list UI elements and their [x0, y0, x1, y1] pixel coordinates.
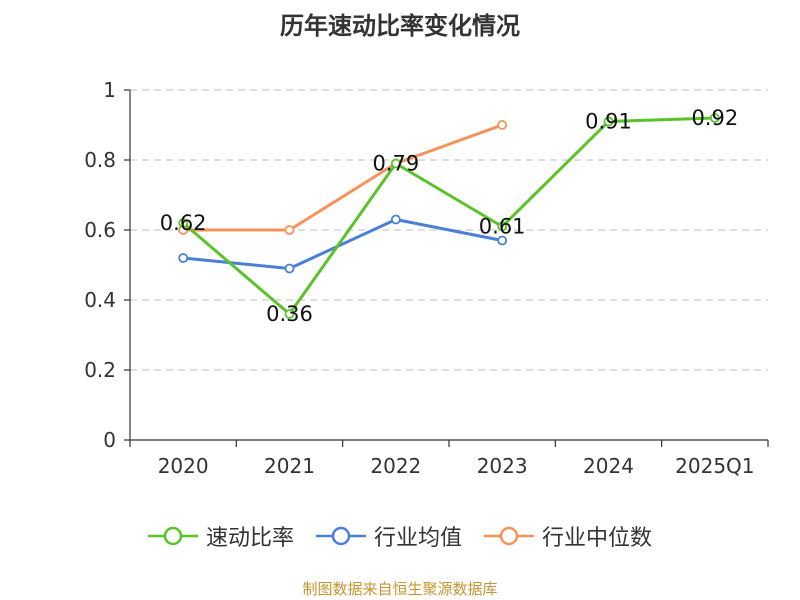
y-tick-label: 0.8	[84, 148, 116, 172]
data-point-speed-ratio	[709, 113, 720, 123]
data-point-speed-ratio	[603, 116, 614, 127]
legend-item-speed-ratio[interactable]: 速动比率	[147, 520, 294, 552]
x-tick-label: 2020	[158, 454, 209, 478]
data-point-industry-mean	[497, 235, 508, 246]
data-point-industry-median	[284, 225, 295, 235]
data-label: 0.36	[266, 302, 313, 326]
legend-line-marker-icon	[484, 526, 534, 546]
source-note: 制图数据来自恒生聚源数据库	[302, 580, 498, 598]
legend-item-industry-median[interactable]: 行业中位数	[484, 520, 652, 552]
x-tick-label: 2023	[477, 454, 528, 478]
y-tick-label: 0.4	[84, 288, 116, 312]
data-point-speed-ratio	[390, 158, 401, 169]
x-tick-label: 2022	[370, 454, 421, 478]
data-point-industry-mean	[284, 263, 295, 274]
y-tick-label: 0	[103, 428, 116, 452]
data-point-speed-ratio	[497, 221, 508, 232]
data-label: 0.79	[372, 152, 419, 176]
data-point-industry-median	[497, 120, 508, 130]
data-label: 0.91	[585, 110, 632, 134]
series-line-industry-median	[181, 123, 504, 232]
data-label: 0.61	[479, 215, 526, 239]
chart-legend: 速动比率 行业均值 行业中位数	[0, 518, 800, 554]
series-line-speed-ratio	[181, 116, 717, 316]
x-tick-label: 2024	[583, 454, 634, 478]
legend-item-industry-mean[interactable]: 行业均值	[315, 520, 462, 552]
data-label: 0.62	[160, 211, 207, 235]
y-tick-label: 0.6	[84, 218, 116, 242]
y-tick-label: 1	[103, 78, 116, 102]
legend-label: 行业均值	[373, 526, 462, 551]
chart-title: 历年速动比率变化情况	[280, 12, 520, 40]
data-point-industry-mean	[178, 253, 189, 263]
x-tick-label: 2021	[264, 454, 315, 478]
data-label: 0.92	[691, 106, 738, 130]
legend-line-marker-icon	[315, 526, 366, 546]
data-point-industry-mean	[390, 214, 401, 225]
legend-label: 速动比率	[205, 526, 294, 551]
data-point-speed-ratio	[178, 218, 189, 228]
series-line-industry-mean	[181, 218, 504, 270]
legend-label: 行业中位数	[542, 526, 653, 551]
legend-line-marker-icon	[147, 526, 198, 546]
data-point-speed-ratio	[284, 309, 295, 319]
y-tick-label: 0.2	[84, 358, 116, 382]
x-tick-label: 2025Q1	[675, 454, 754, 478]
